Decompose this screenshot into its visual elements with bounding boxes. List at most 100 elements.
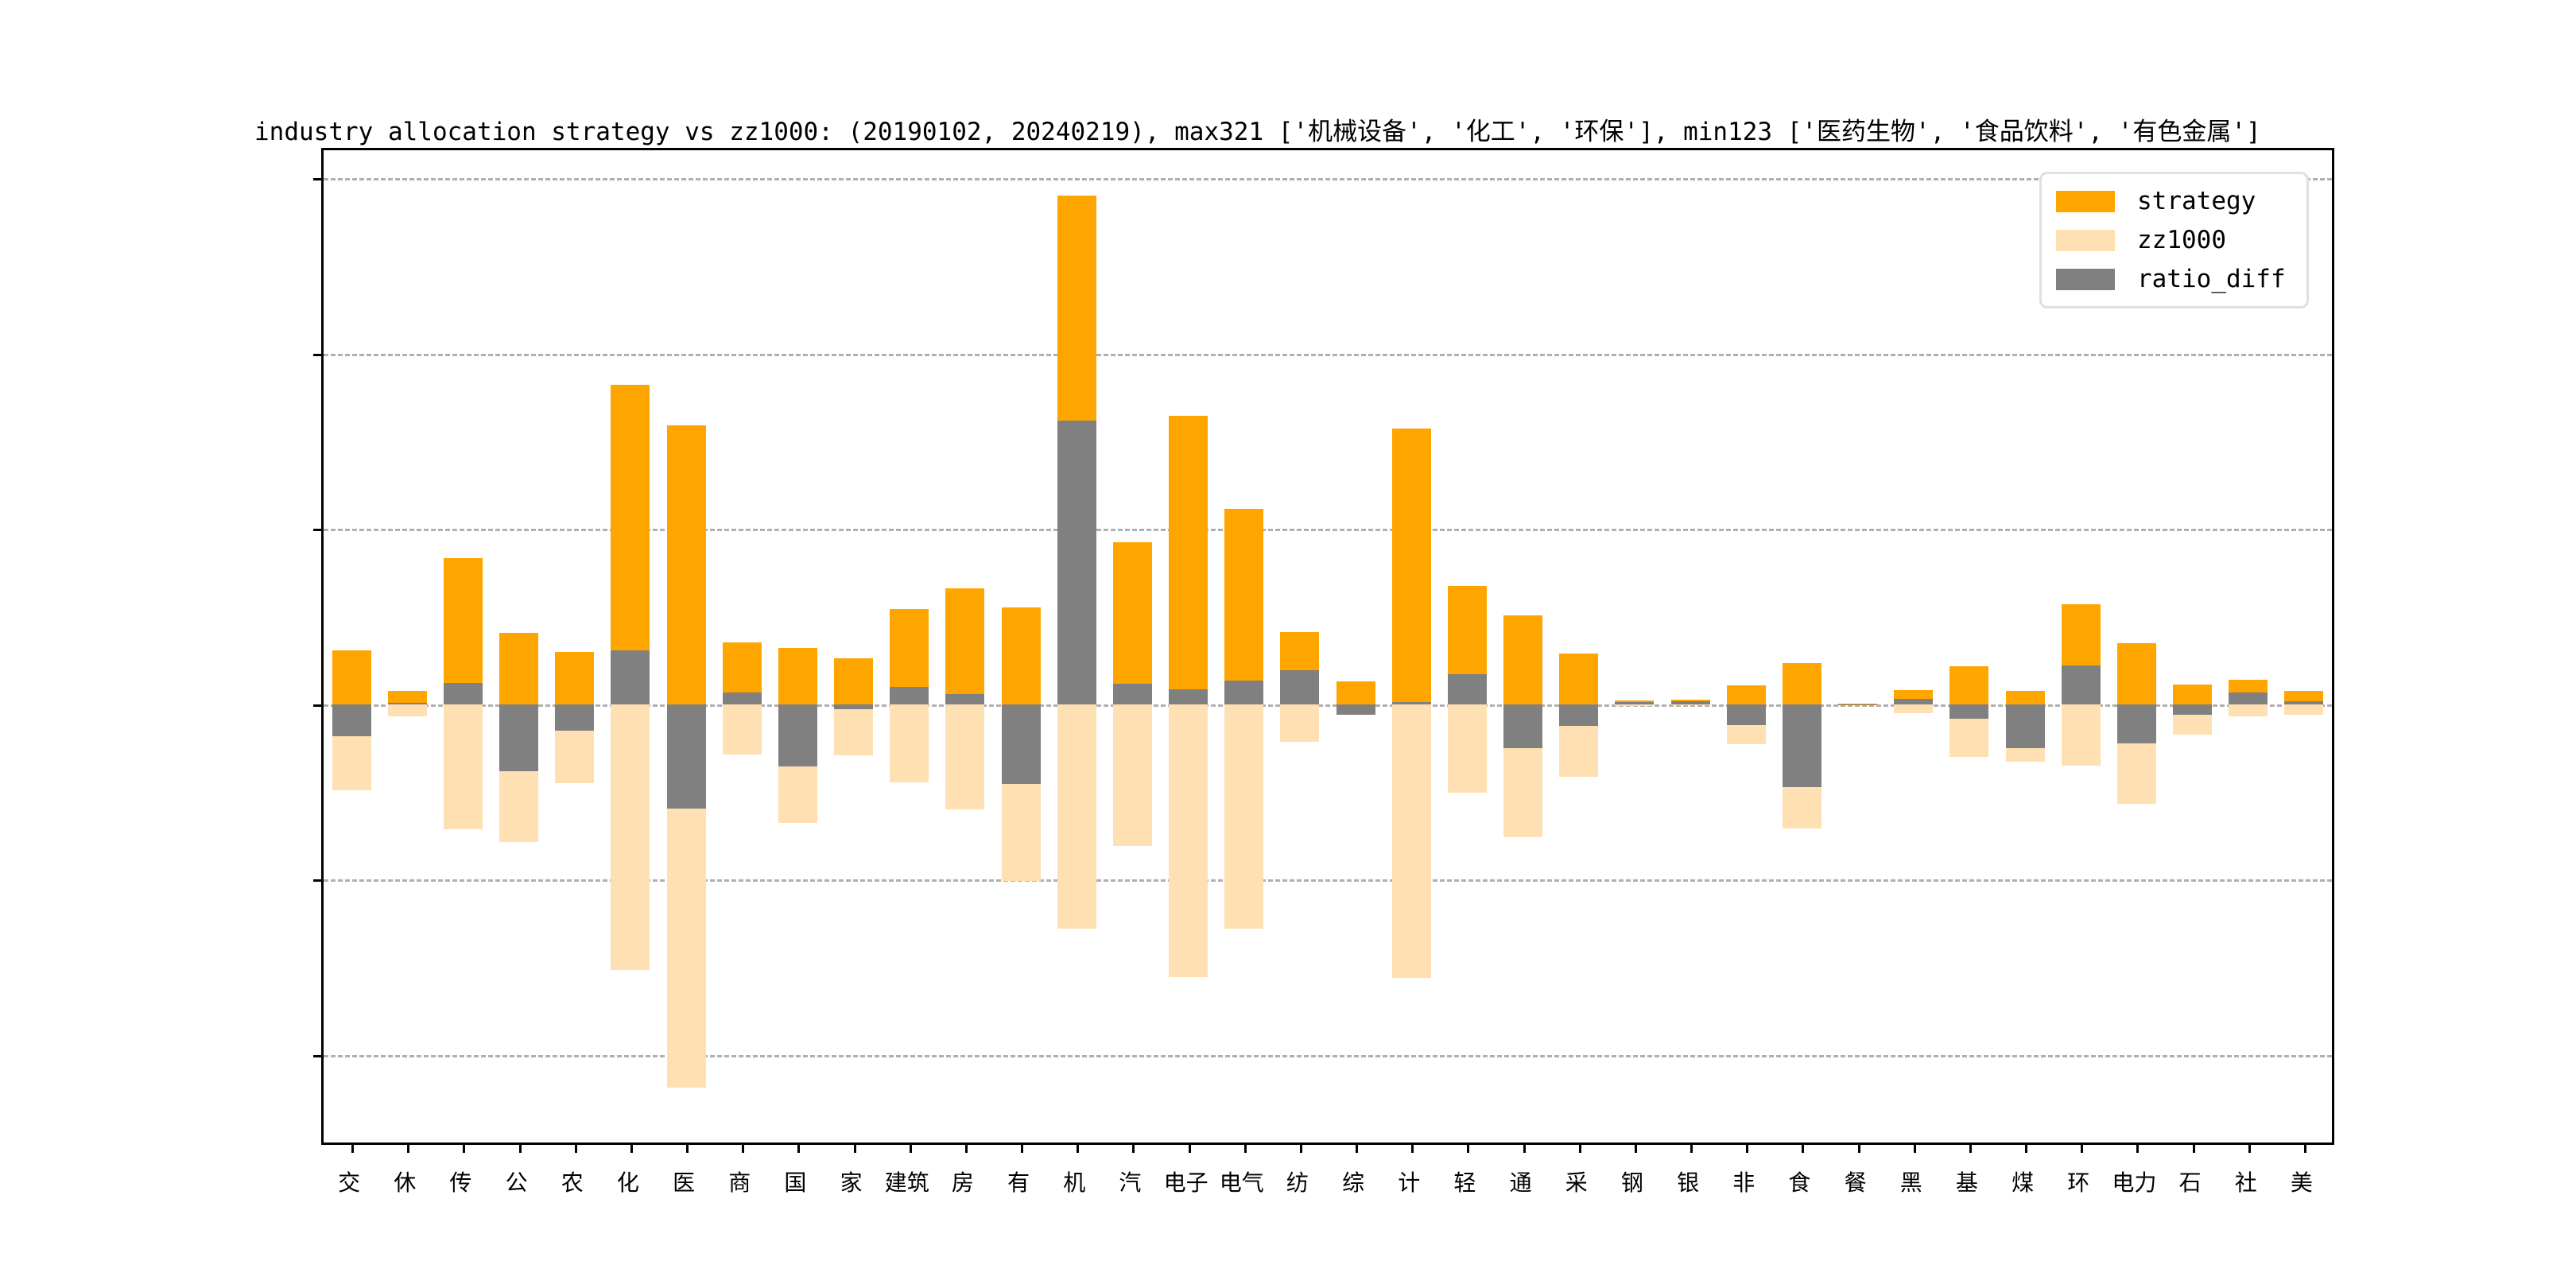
x-tick-label-27: 餐 [1844, 1170, 1867, 1196]
x-tick-mark [574, 1143, 577, 1153]
y-tick-mark [313, 529, 324, 532]
x-tick-label-2: 传 [449, 1170, 472, 1196]
bar-strategy [1726, 685, 1766, 704]
bar-zz1000 [1391, 704, 1431, 978]
bar-ratio-diff [443, 683, 483, 704]
x-tick-label-22: 采 [1565, 1170, 1588, 1196]
x-tick-mark [1969, 1143, 1972, 1153]
x-tick-mark [964, 1143, 968, 1153]
bar-ratio-diff [2173, 704, 2213, 715]
bar-ratio-diff [1391, 701, 1431, 704]
x-tick-mark [1913, 1143, 1916, 1153]
bar-zz1000 [890, 704, 929, 782]
x-tick-mark [630, 1143, 633, 1153]
legend-item-strategy[interactable]: strategy [2056, 187, 2286, 215]
x-tick-mark [1746, 1143, 1749, 1153]
x-tick-label-23: 钢 [1620, 1170, 1643, 1196]
x-tick-label-24: 银 [1677, 1170, 1700, 1196]
x-tick-mark [1523, 1143, 1526, 1153]
bar-ratio-diff [1949, 704, 1989, 720]
x-tick-mark [2136, 1143, 2140, 1153]
bar-ratio-diff [890, 687, 929, 704]
legend-label: zz1000 [2137, 226, 2226, 254]
x-tick-label-32: 电力 [2112, 1170, 2157, 1196]
x-tick-label-25: 非 [1732, 1170, 1755, 1196]
bar-ratio-diff [834, 704, 874, 710]
bar-ratio-diff [1224, 680, 1264, 704]
bar-zz1000 [1280, 704, 1320, 743]
legend-swatch-icon [2056, 268, 2115, 290]
bar-strategy [778, 647, 817, 704]
x-tick-label-20: 轻 [1453, 1170, 1476, 1196]
x-tick-label-10: 建筑 [884, 1170, 929, 1196]
x-tick-label-9: 家 [840, 1170, 863, 1196]
bar-zz1000 [1447, 704, 1487, 793]
bar-ratio-diff [1169, 689, 1208, 704]
x-tick-label-35: 美 [2290, 1170, 2313, 1196]
x-tick-mark [463, 1143, 466, 1153]
x-tick-label-15: 电子 [1163, 1170, 1208, 1196]
x-tick-label-18: 综 [1342, 1170, 1365, 1196]
chart-title: industry allocation strategy vs zz1000: … [254, 118, 2261, 146]
x-tick-mark [2192, 1143, 2195, 1153]
legend-item-zz1000[interactable]: zz1000 [2056, 226, 2286, 254]
bar-ratio-diff [722, 692, 762, 704]
bar-strategy [555, 652, 595, 704]
bar-strategy [945, 588, 985, 704]
bar-zz1000 [1057, 704, 1096, 929]
bar-ratio-diff [499, 704, 539, 771]
x-tick-mark [1243, 1143, 1247, 1153]
bar-ratio-diff [1726, 704, 1766, 726]
x-tick-mark [407, 1143, 410, 1153]
bar-strategy [1782, 662, 1821, 704]
bar-ratio-diff [1112, 684, 1152, 704]
x-tick-label-8: 国 [784, 1170, 807, 1196]
bar-zz1000 [1169, 704, 1208, 978]
x-tick-label-5: 化 [616, 1170, 639, 1196]
y-gridline [324, 529, 2332, 532]
x-tick-label-19: 计 [1398, 1170, 1421, 1196]
bar-zz1000 [2229, 704, 2268, 717]
x-tick-label-30: 煤 [2012, 1170, 2035, 1196]
bar-strategy [666, 425, 706, 704]
x-tick-mark [1299, 1143, 1302, 1153]
plot-inner [324, 150, 2332, 1143]
bar-strategy [2005, 691, 2045, 704]
legend-item-ratio_diff[interactable]: ratio_diff [2056, 265, 2286, 293]
x-tick-mark [2025, 1143, 2028, 1153]
x-tick-mark [797, 1143, 801, 1153]
bar-strategy [1112, 541, 1152, 704]
bar-strategy [332, 650, 371, 704]
x-tick-label-28: 黑 [1899, 1170, 1922, 1196]
x-tick-mark [518, 1143, 522, 1153]
x-tick-mark [909, 1143, 912, 1153]
bar-zz1000 [443, 704, 483, 830]
x-tick-label-16: 电气 [1219, 1170, 1264, 1196]
x-tick-label-17: 纺 [1286, 1170, 1309, 1196]
x-tick-mark [1802, 1143, 1805, 1153]
bar-zz1000 [2061, 704, 2101, 766]
bar-strategy [1559, 653, 1599, 704]
bar-strategy [2116, 643, 2156, 704]
y-tick-mark [313, 1054, 324, 1057]
bar-ratio-diff [387, 702, 427, 704]
bar-ratio-diff [2116, 704, 2156, 743]
x-tick-mark [1634, 1143, 1637, 1153]
bar-strategy [1001, 607, 1041, 704]
x-tick-mark [2081, 1143, 2084, 1153]
x-tick-label-7: 商 [728, 1170, 751, 1196]
x-tick-mark [351, 1143, 355, 1153]
bar-zz1000 [1894, 704, 1934, 713]
bar-ratio-diff [1559, 704, 1599, 727]
x-tick-label-14: 汽 [1119, 1170, 1142, 1196]
bar-zz1000 [834, 704, 874, 756]
x-tick-mark [2248, 1143, 2251, 1153]
y-tick-mark [313, 879, 324, 883]
bar-ratio-diff [1894, 699, 1934, 704]
bar-zz1000 [1615, 704, 1655, 706]
bar-ratio-diff [2005, 704, 2045, 748]
y-gridline [324, 353, 2332, 356]
bar-zz1000 [2284, 704, 2324, 715]
x-tick-mark [1356, 1143, 1359, 1153]
